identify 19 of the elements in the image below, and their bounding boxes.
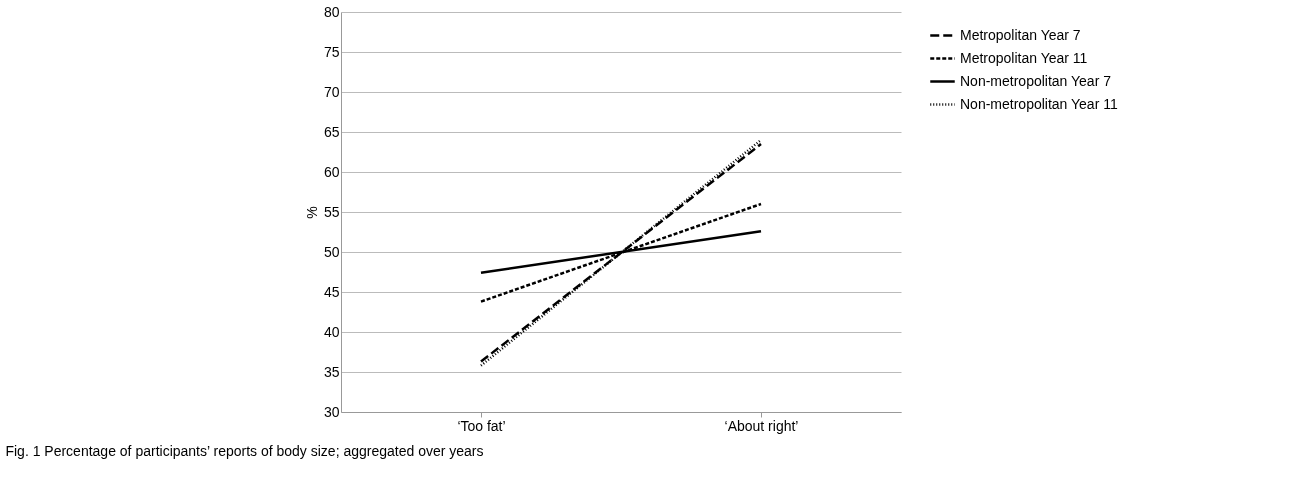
legend-label: Non-metropolitan Year 7 <box>960 72 1112 89</box>
y-tick-label: 40 <box>323 323 340 340</box>
caption: Fig. 1 Percentage of participants’ reports of body size; aggregated over years <box>5 443 484 459</box>
y-tick-label: 75 <box>323 43 340 60</box>
y-tick-label: 45 <box>323 283 340 300</box>
y-axis-title: % <box>303 206 320 219</box>
y-tick-label: 65 <box>323 123 340 140</box>
x-tick-label: ‘Too fat’ <box>457 417 506 434</box>
x-tick-label: ‘About right’ <box>724 417 799 434</box>
y-tick-label: 70 <box>323 83 340 100</box>
y-tick-label: 55 <box>323 203 340 220</box>
y-tick-label: 50 <box>323 243 340 260</box>
legend-label: Metropolitan Year 11 <box>960 49 1088 66</box>
legend-label: Metropolitan Year 7 <box>960 26 1081 43</box>
y-tick-label: 60 <box>323 163 340 180</box>
y-tick-label: 80 <box>323 3 340 20</box>
legend-label: Non-metropolitan Year 11 <box>960 95 1118 112</box>
y-tick-label: 30 <box>323 403 340 420</box>
y-tick-label: 35 <box>323 363 340 380</box>
